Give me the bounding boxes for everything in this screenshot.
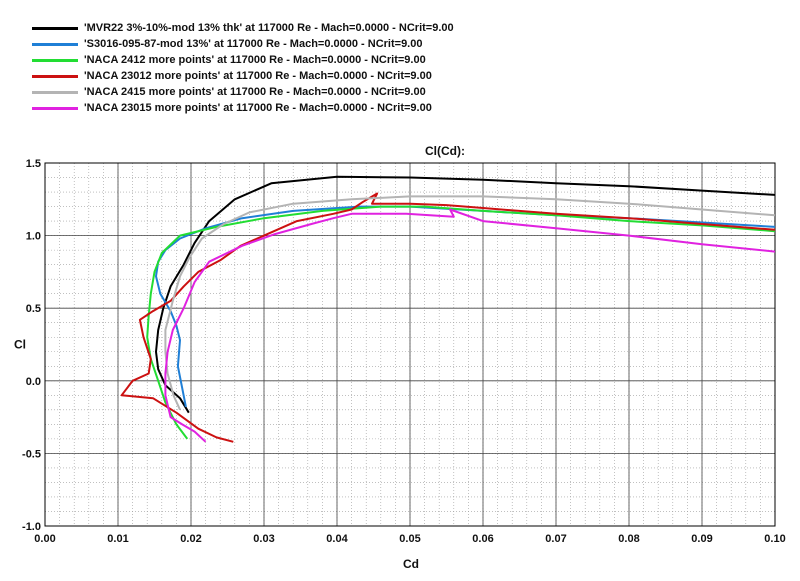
x-tick-label: 0.06 [472, 533, 493, 545]
x-tick-label: 0.02 [180, 533, 201, 545]
legend-label: 'S3016-095-87-mod 13%' at 117000 Re - Ma… [84, 38, 423, 50]
x-tick-label: 0.03 [253, 533, 274, 545]
legend-item: 'S3016-095-87-mod 13%' at 117000 Re - Ma… [32, 36, 454, 52]
x-tick-label: 0.10 [764, 533, 785, 545]
x-tick-label: 0.05 [399, 533, 420, 545]
legend-swatch [32, 90, 78, 94]
y-axis-title: Cl [14, 338, 26, 352]
x-tick-label: 0.00 [34, 533, 55, 545]
tick-labels: 0.00 0.01 0.02 0.03 0.04 0.05 0.06 0.07 0.08 0.09… [22, 158, 786, 545]
legend-item: 'NACA 23015 more points' at 117000 Re - … [32, 100, 454, 116]
series-layer [120, 175, 776, 443]
legend-swatch [32, 58, 78, 62]
series-line-3 [146, 205, 776, 440]
major-grid [44, 162, 776, 527]
x-tick-label: 0.09 [691, 533, 712, 545]
legend-swatch [32, 26, 78, 30]
y-tick-label: 0.5 [26, 303, 41, 315]
legend-swatch [32, 42, 78, 46]
legend-label: 'MVR22 3%-10%-mod 13% thk' at 117000 Re … [84, 22, 454, 34]
legend-swatch [32, 106, 78, 110]
x-tick-label: 0.01 [107, 533, 128, 545]
series-line-4 [120, 192, 776, 443]
y-tick-label: -1.0 [22, 521, 41, 533]
legend-label: 'NACA 23015 more points' at 117000 Re - … [84, 102, 432, 114]
legend-item: 'MVR22 3%-10%-mod 13% thk' at 117000 Re … [32, 20, 454, 36]
x-tick-label: 0.04 [326, 533, 348, 545]
series-line-6 [164, 208, 776, 443]
legend-item: 'NACA 2412 more points' at 117000 Re - M… [32, 52, 454, 68]
legend-item: 'NACA 2415 more points' at 117000 Re - M… [32, 84, 454, 100]
y-tick-label: 1.5 [26, 158, 41, 170]
legend: 'MVR22 3%-10%-mod 13% thk' at 117000 Re … [32, 20, 454, 116]
series-line-1 [155, 175, 776, 414]
x-axis-title: Cd [403, 557, 419, 571]
legend-label: 'NACA 2412 more points' at 117000 Re - M… [84, 54, 426, 66]
y-tick-label: 0.0 [26, 376, 41, 388]
series-line-5 [164, 195, 776, 411]
chart-title: Cl(Cd): [425, 144, 465, 158]
legend-swatch [32, 74, 78, 78]
y-tick-label: 1.0 [26, 231, 41, 243]
legend-label: 'NACA 2415 more points' at 117000 Re - M… [84, 86, 426, 98]
y-tick-label: -0.5 [22, 448, 41, 460]
legend-item: 'NACA 23012 more points' at 117000 Re - … [32, 68, 454, 84]
legend-label: 'NACA 23012 more points' at 117000 Re - … [84, 70, 432, 82]
x-tick-label: 0.08 [618, 533, 639, 545]
series-line-2 [155, 205, 776, 408]
x-tick-label: 0.07 [545, 533, 566, 545]
plot-frame [44, 162, 776, 527]
